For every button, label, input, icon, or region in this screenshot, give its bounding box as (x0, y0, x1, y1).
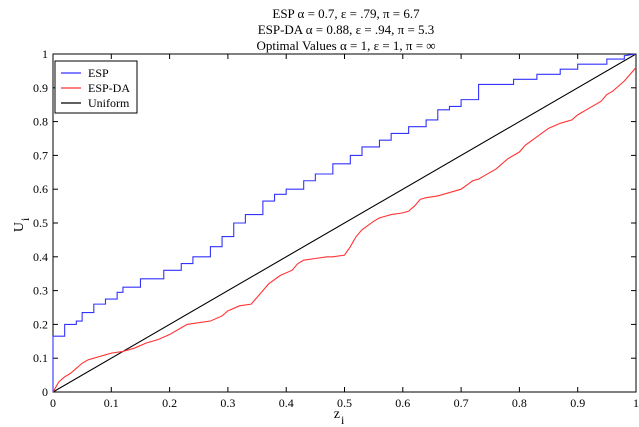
title-line-3: Optimal Values α = 1, ε = 1, π = ∞ (256, 38, 435, 53)
x-tick-label: 0.9 (570, 396, 585, 410)
title-line-2: ESP-DA α = 0.88, ε = .94, π = 5.3 (258, 22, 435, 37)
y-tick-label: 0.3 (33, 284, 48, 298)
x-tick-label: 1 (633, 396, 639, 410)
legend-box (54, 60, 138, 114)
title-line-1: ESP α = 0.7, ε = .79, π = 6.7 (272, 6, 420, 21)
series-layer (52, 53, 637, 393)
x-tick-label: 0.4 (279, 396, 294, 410)
x-axis-ticks: 0 0.1 0.2 0.3 0.4 0.5 0.6 0.7 0.8 0.9 1 (50, 54, 639, 410)
series-line-esp (52, 53, 637, 392)
y-axis-label-subscript: i (18, 217, 32, 221)
x-tick-label: 0.1 (104, 396, 119, 410)
y-axis-ticks: 0 0.1 0.2 0.3 0.4 0.5 0.6 0.7 0.8 0.9 1 (33, 47, 636, 399)
y-axis-label-main: U (12, 222, 27, 232)
y-tick-label: 0.6 (33, 182, 48, 196)
y-tick-label: 0.5 (33, 216, 48, 230)
y-tick-label: 0.4 (33, 250, 48, 264)
legend-label-esp: ESP (88, 66, 109, 80)
y-tick-label: 0.2 (33, 317, 48, 331)
legend-label-uniform: Uniform (88, 96, 130, 110)
x-axis-label-subscript: i (341, 413, 345, 427)
y-tick-label: 1 (42, 47, 48, 61)
x-tick-label: 0.3 (220, 396, 235, 410)
x-tick-label: 0.8 (512, 396, 527, 410)
y-tick-label: 0 (42, 385, 48, 399)
series-line-uniform (52, 53, 637, 393)
x-tick-label: 0.6 (395, 396, 410, 410)
legend: ESP ESP-DA Uniform (54, 60, 138, 114)
chart-title: ESP α = 0.7, ε = .79, π = 6.7 ESP-DA α =… (256, 6, 435, 53)
y-tick-label: 0.1 (33, 351, 48, 365)
y-tick-label: 0.8 (33, 115, 48, 129)
x-tick-label: 0.2 (162, 396, 177, 410)
x-tick-label: 0.7 (454, 396, 469, 410)
series-line-esp-da (52, 67, 637, 393)
x-tick-label: 0.5 (337, 396, 352, 410)
y-axis-label: U i (12, 217, 32, 232)
x-axis-label: z i (334, 407, 345, 427)
legend-label-esp-da: ESP-DA (88, 81, 130, 95)
x-axis-label-main: z (334, 407, 340, 422)
y-tick-label: 0.9 (33, 81, 48, 95)
x-tick-label: 0 (50, 396, 56, 410)
y-tick-label: 0.7 (33, 148, 48, 162)
